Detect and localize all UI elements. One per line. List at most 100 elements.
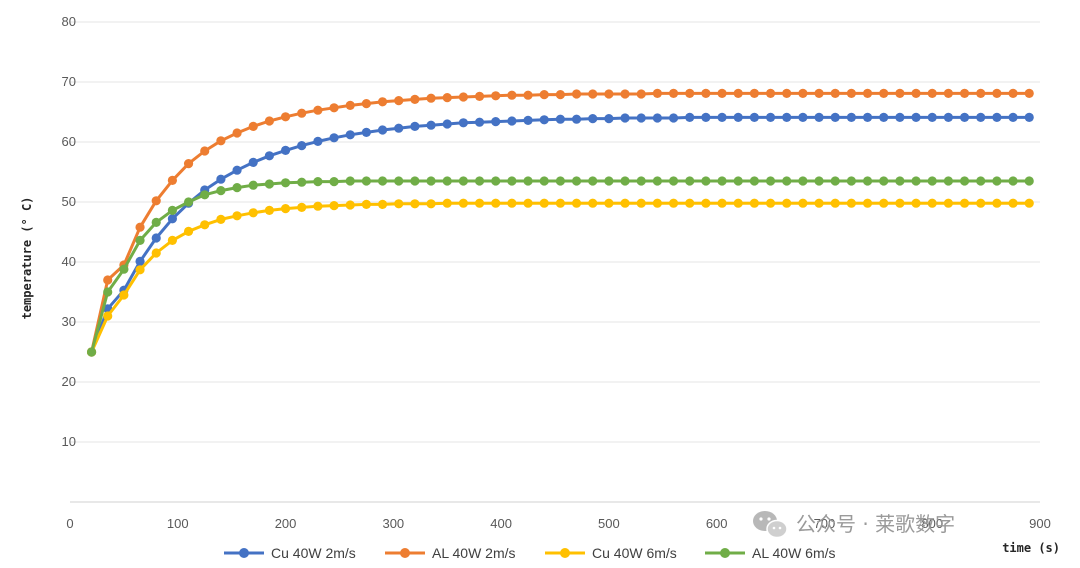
data-point <box>959 88 970 98</box>
data-point <box>701 112 711 122</box>
data-point <box>943 112 953 122</box>
data-point <box>733 176 743 186</box>
data-point <box>474 176 485 186</box>
data-point <box>555 198 565 208</box>
data-point <box>119 290 129 300</box>
data-point <box>668 176 679 186</box>
data-point <box>232 165 242 175</box>
data-point <box>410 94 420 104</box>
data-point <box>410 199 420 209</box>
data-point <box>1008 198 1018 208</box>
data-point <box>717 88 727 98</box>
data-point <box>426 120 436 130</box>
data-point <box>458 92 468 102</box>
legend-label: AL 40W 2m/s <box>432 545 516 561</box>
data-point <box>474 91 485 101</box>
data-point <box>604 176 614 186</box>
data-point <box>329 103 339 113</box>
watermark: 公众号 · 莱歌数字 <box>753 511 955 539</box>
data-point <box>280 112 291 122</box>
data-point <box>895 198 905 208</box>
data-point <box>103 311 113 321</box>
data-point <box>798 112 808 122</box>
data-point <box>846 176 856 186</box>
data-point <box>426 199 436 209</box>
data-point <box>86 347 97 357</box>
data-point <box>507 198 517 208</box>
x-tick-label: 800 <box>921 516 943 531</box>
legend-label: AL 40W 6m/s <box>752 545 836 561</box>
data-point <box>458 198 468 208</box>
data-point <box>943 88 953 98</box>
data-point <box>345 100 355 110</box>
x-tick-label: 0 <box>66 516 73 531</box>
data-point <box>862 176 873 186</box>
legend-label: Cu 40W 6m/s <box>592 545 677 561</box>
data-point <box>685 112 695 122</box>
legend: Cu 40W 2m/s AL 40W 2m/s Cu 40W 6m/s AL 40W … <box>224 545 836 561</box>
data-point <box>1024 88 1034 98</box>
data-point <box>297 177 307 187</box>
data-point <box>507 90 517 100</box>
data-point <box>442 198 452 208</box>
data-point <box>361 176 371 186</box>
data-point <box>216 186 226 196</box>
data-point <box>167 214 177 224</box>
data-point <box>846 198 856 208</box>
data-point <box>571 176 582 186</box>
data-point <box>927 176 937 186</box>
data-point <box>588 89 598 99</box>
y-tick-label: 50 <box>62 194 76 209</box>
data-point <box>636 198 646 208</box>
x-tick-label: 700 <box>814 516 836 531</box>
data-point <box>846 112 856 122</box>
data-point <box>992 176 1002 186</box>
data-point <box>539 198 549 208</box>
data-point <box>458 118 468 128</box>
data-point <box>313 177 323 187</box>
data-point <box>394 123 404 133</box>
data-point <box>216 136 226 146</box>
data-point <box>297 202 307 212</box>
data-point <box>135 265 145 275</box>
data-point <box>701 198 711 208</box>
data-point <box>733 198 743 208</box>
data-point <box>491 176 501 186</box>
data-point <box>394 199 404 209</box>
data-point <box>232 128 242 138</box>
data-point <box>911 88 921 98</box>
legend-entry: Cu 40W 2m/s <box>224 545 356 561</box>
data-point <box>345 200 355 210</box>
series-line <box>90 201 1030 353</box>
data-point <box>701 176 711 186</box>
data-point <box>814 112 824 122</box>
data-point <box>474 198 485 208</box>
x-axis-title: time (s) <box>1002 541 1060 555</box>
data-point <box>264 179 274 189</box>
data-point <box>976 176 986 186</box>
data-point <box>426 176 436 186</box>
data-point <box>361 199 371 209</box>
data-point <box>620 198 630 208</box>
data-point <box>135 222 145 232</box>
data-point <box>313 136 323 146</box>
data-point <box>604 89 614 99</box>
data-point <box>361 99 371 109</box>
data-point <box>103 287 113 297</box>
data-point <box>491 117 501 127</box>
data-point <box>329 177 339 187</box>
data-point <box>491 91 501 101</box>
data-point <box>895 112 905 122</box>
data-point <box>135 256 145 266</box>
data-point <box>604 198 614 208</box>
data-point <box>927 198 937 208</box>
data-point <box>1024 176 1034 186</box>
watermark-text: 公众号 · 莱歌数字 <box>796 512 955 536</box>
data-point <box>345 130 355 140</box>
data-point <box>668 88 679 98</box>
data-point <box>588 176 598 186</box>
data-point <box>167 235 177 245</box>
data-point <box>313 105 323 115</box>
legend-entry: AL 40W 2m/s <box>385 545 516 561</box>
data-point <box>523 90 533 100</box>
